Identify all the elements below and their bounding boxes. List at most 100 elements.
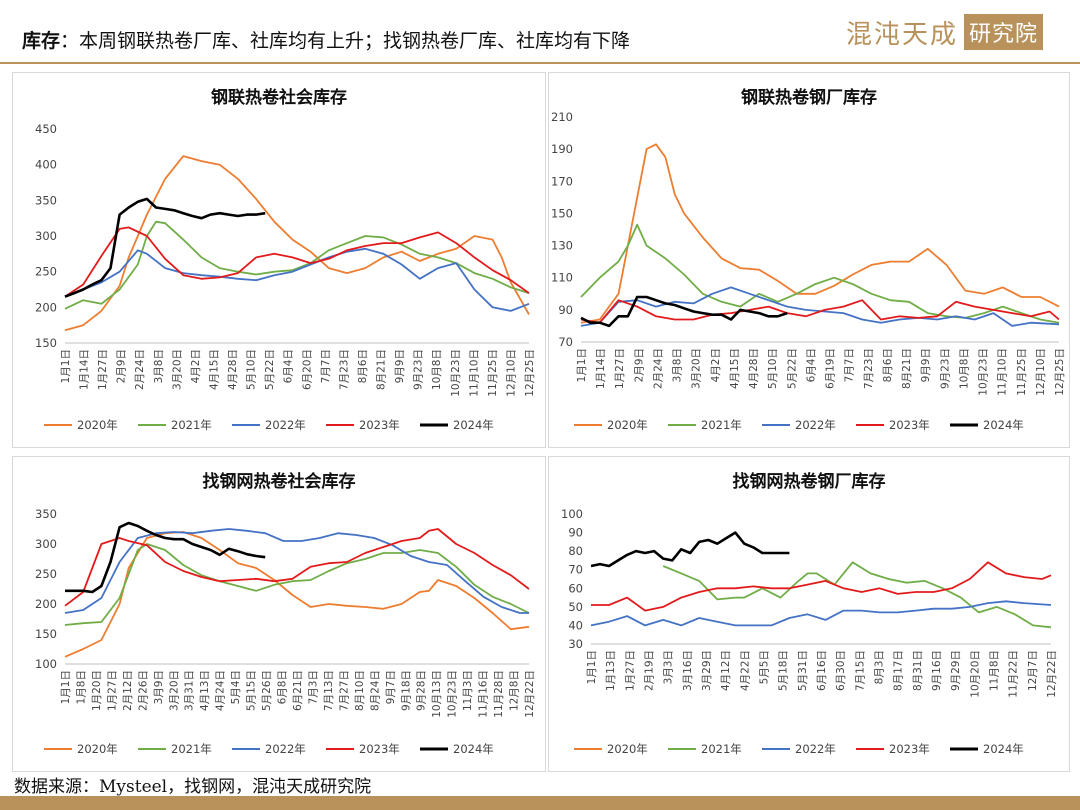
x-tick-label: 7月23日 xyxy=(338,349,350,390)
x-tick-label: 11月22日 xyxy=(1008,650,1020,698)
x-tick-label: 7月13日 xyxy=(323,670,335,711)
x-tick-label: 12月22日 xyxy=(524,670,536,718)
legend-label: 2021年 xyxy=(171,418,212,432)
x-tick-label: 12月25日 xyxy=(1054,348,1066,396)
x-tick-label: 7月7日 xyxy=(844,348,856,382)
x-tick-label: 1月20日 xyxy=(91,670,103,711)
x-tick-label: 11月10日 xyxy=(997,348,1009,396)
series-line xyxy=(580,286,1060,327)
x-tick-label: 1月1日 xyxy=(586,650,598,684)
x-tick-label: 11月16日 xyxy=(478,670,490,718)
y-tick-label: 90 xyxy=(568,526,583,540)
x-tick-label: 2月26日 xyxy=(137,670,149,711)
y-tick-label: 400 xyxy=(35,158,57,172)
series-line xyxy=(580,299,1060,324)
x-tick-label: 8月31日 xyxy=(912,650,924,691)
page-title: 库存：本周钢联热卷厂库、社库均有上升；找钢热卷厂库、社库均有下降 xyxy=(22,26,630,53)
series-line xyxy=(64,543,530,626)
x-tick-label: 10月23日 xyxy=(447,670,459,718)
x-tick-label: 5月26日 xyxy=(261,670,273,711)
y-tick-label: 300 xyxy=(35,229,57,243)
legend-label: 2022年 xyxy=(795,742,836,756)
x-tick-label: 9月18日 xyxy=(400,670,412,711)
x-tick-label: 3月16日 xyxy=(682,650,694,691)
x-tick-label: 7月7日 xyxy=(320,349,332,383)
x-tick-label: 12月10日 xyxy=(1035,348,1047,396)
x-tick-label: 11月8日 xyxy=(989,650,1001,691)
page-header: 库存：本周钢联热卷厂库、社库均有上升；找钢热卷厂库、社库均有下降 混沌天成 研究… xyxy=(0,0,1080,62)
x-tick-label: 12月10日 xyxy=(505,349,517,397)
legend-label: 2022年 xyxy=(265,418,306,432)
y-tick-label: 40 xyxy=(568,618,583,632)
x-tick-label: 5月15日 xyxy=(246,670,258,711)
x-tick-label: 4月12日 xyxy=(720,650,732,691)
x-tick-label: 3月9日 xyxy=(153,670,165,704)
x-tick-label: 1月1日 xyxy=(60,670,72,704)
y-tick-label: 150 xyxy=(35,336,57,350)
chart-title: 钢联热卷社会库存 xyxy=(211,87,347,108)
y-tick-label: 190 xyxy=(551,142,573,156)
x-tick-label: 2月24日 xyxy=(652,348,664,389)
x-tick-label: 3月20日 xyxy=(168,670,180,711)
x-tick-label: 9月28日 xyxy=(416,670,428,711)
x-tick-label: 6月21日 xyxy=(292,670,304,711)
legend-label: 2021年 xyxy=(701,418,742,432)
series-line xyxy=(662,561,1052,629)
x-tick-label: 4月22日 xyxy=(739,650,751,691)
y-tick-label: 300 xyxy=(35,537,57,551)
x-tick-label: 12月8日 xyxy=(509,670,521,711)
brand-text: 混沌天成 xyxy=(846,19,959,50)
series-line xyxy=(64,247,530,312)
x-tick-label: 1月27日 xyxy=(106,670,118,711)
x-tick-label: 3月20日 xyxy=(691,348,703,389)
x-tick-label: 5月10日 xyxy=(246,349,258,390)
x-tick-label: 10月8日 xyxy=(431,349,443,390)
legend-label: 2024年 xyxy=(453,418,494,432)
y-tick-label: 110 xyxy=(551,271,573,285)
legend-label: 2023年 xyxy=(359,742,400,756)
x-tick-label: 4月28日 xyxy=(748,348,760,389)
x-tick-label: 6月19日 xyxy=(825,348,837,389)
x-tick-label: 3月3日 xyxy=(663,650,675,684)
bottom-band xyxy=(0,796,1080,810)
x-tick-label: 2月9日 xyxy=(116,349,128,383)
x-tick-label: 8月10日 xyxy=(354,670,366,711)
series-line xyxy=(580,295,788,328)
legend-label: 2023年 xyxy=(889,742,930,756)
x-tick-label: 1月13日 xyxy=(605,650,617,691)
x-tick-label: 11月10日 xyxy=(468,349,480,397)
x-tick-label: 8月21日 xyxy=(901,348,913,389)
series-line xyxy=(590,600,1052,627)
series-line xyxy=(591,561,1052,612)
x-tick-label: 6月8日 xyxy=(277,670,289,704)
y-tick-label: 200 xyxy=(35,300,57,314)
x-tick-label: 10月23日 xyxy=(450,349,462,397)
x-tick-label: 3月8日 xyxy=(153,349,165,383)
chart-panel-mysteel-social: 钢联热卷社会库存 150 200 250 300 350 400 450 1月1日 1月14日 1月… xyxy=(12,72,546,448)
x-tick-label: 10月13日 xyxy=(431,670,443,718)
x-tick-label: 1月1日 xyxy=(576,348,588,382)
chart-mysteel-social: 钢联热卷社会库存 150 200 250 300 350 400 450 1月1日 1月14日 1月… xyxy=(35,87,536,432)
x-tick-label: 5月4日 xyxy=(230,670,242,704)
x-tick-label: 1月14日 xyxy=(79,349,91,390)
x-tick-label: 2月12日 xyxy=(122,670,134,711)
x-tick-label: 12月22日 xyxy=(1046,650,1058,698)
x-tick-label: 10月20日 xyxy=(969,650,981,698)
source-note: 数据来源：Mysteel，找钢网，混沌天成研究院 xyxy=(14,777,372,797)
x-tick-label: 5月5日 xyxy=(759,650,771,684)
legend-label: 2022年 xyxy=(795,418,836,432)
x-tick-label: 8月24日 xyxy=(369,670,381,711)
x-tick-label: 9月16日 xyxy=(931,650,943,691)
legend-label: 2023年 xyxy=(359,418,400,432)
y-tick-label: 250 xyxy=(35,265,57,279)
x-tick-label: 9月9日 xyxy=(394,349,406,383)
x-tick-label: 1月27日 xyxy=(97,349,109,390)
brand-seal: 研究院 xyxy=(964,14,1044,50)
y-tick-label: 170 xyxy=(551,174,573,188)
x-tick-label: 1月27日 xyxy=(624,650,636,691)
page-title-lead: 库存 xyxy=(22,30,61,52)
series-line xyxy=(580,223,1060,324)
y-tick-label: 130 xyxy=(551,239,573,253)
x-tick-label: 1月1日 xyxy=(60,349,72,383)
legend-label: 2020年 xyxy=(77,742,118,756)
